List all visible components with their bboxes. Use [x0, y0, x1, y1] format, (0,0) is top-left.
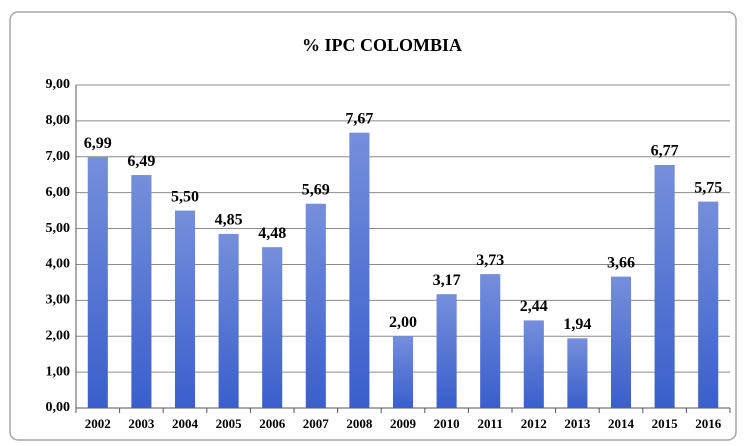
bar-shine [218, 233, 239, 408]
value-label: 5,50 [171, 188, 199, 205]
x-tick-label: 2006 [259, 416, 286, 431]
bar-shine [698, 201, 719, 408]
bar-shine [305, 203, 326, 408]
x-tick-label: 2002 [85, 416, 111, 431]
bar-shine [436, 294, 457, 408]
bar-shine [87, 157, 108, 408]
x-tick-label: 2011 [478, 416, 503, 431]
x-tick-label: 2013 [564, 416, 591, 431]
y-tick-label: 5,00 [46, 221, 71, 236]
bar-shine [654, 165, 675, 408]
x-tick-label: 2004 [172, 416, 199, 431]
x-tick-label: 2007 [303, 416, 330, 431]
chart-title: % IPC COLOMBIA [302, 35, 462, 55]
x-tick-label: 2003 [128, 416, 155, 431]
value-label: 2,44 [520, 298, 548, 315]
y-tick-label: 4,00 [46, 257, 71, 272]
value-label: 3,17 [433, 272, 461, 289]
value-label: 7,67 [345, 110, 373, 127]
bar-shine [349, 132, 370, 408]
x-tick-label: 2009 [390, 416, 417, 431]
x-tick-label: 2016 [695, 416, 722, 431]
value-label: 3,73 [476, 252, 504, 269]
bar-shine [262, 247, 283, 408]
y-tick-label: 1,00 [46, 364, 71, 379]
y-tick-label: 3,00 [46, 293, 71, 308]
bar-shine [131, 175, 152, 408]
bar-shine [480, 274, 501, 408]
value-label: 5,69 [302, 181, 330, 198]
x-tick-label: 2008 [346, 416, 373, 431]
value-label: 1,94 [563, 316, 591, 333]
y-tick-label: 6,00 [46, 185, 71, 200]
bar-shine [610, 276, 632, 408]
bar-shine [523, 320, 544, 408]
y-tick-label: 2,00 [46, 328, 71, 343]
bar-shine [567, 338, 588, 408]
value-label: 3,66 [607, 254, 635, 271]
x-tick-label: 2010 [434, 416, 460, 431]
value-label: 6,99 [84, 135, 112, 152]
x-tick-label: 2014 [608, 416, 635, 431]
value-label: 4,85 [215, 212, 243, 229]
x-tick-label: 2005 [216, 416, 243, 431]
value-label: 4,48 [258, 225, 286, 242]
y-tick-label: 8,00 [46, 113, 71, 128]
y-tick-label: 0,00 [46, 400, 71, 415]
value-label: 5,75 [694, 179, 722, 196]
value-label: 6,49 [127, 153, 155, 170]
x-tick-label: 2012 [521, 416, 547, 431]
x-tick-label: 2015 [652, 416, 679, 431]
bar-shine [174, 210, 196, 408]
y-tick-label: 7,00 [46, 149, 71, 164]
value-label: 2,00 [389, 314, 417, 331]
y-tick-label: 9,00 [46, 77, 71, 92]
value-label: 6,77 [651, 143, 679, 160]
bar-shine [392, 336, 414, 408]
